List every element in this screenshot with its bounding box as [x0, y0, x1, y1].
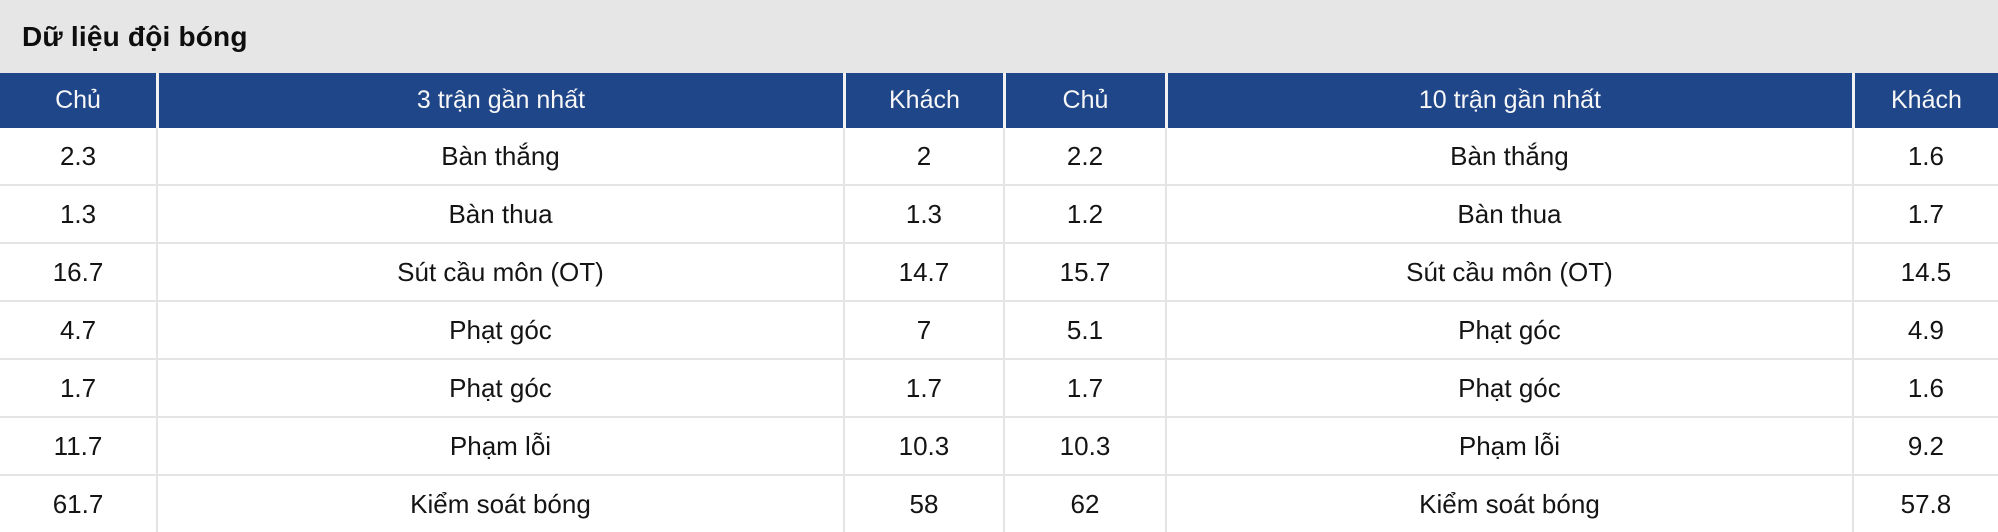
cell-away-last10: 1.6 — [1851, 360, 1998, 416]
table-row: 16.7 Sút cầu môn (OT) 14.7 15.7 Sút cầu … — [0, 244, 1998, 302]
header-home-last10: Chủ — [1002, 73, 1165, 128]
table-row: 2.3 Bàn thắng 2 2.2 Bàn thắng 1.6 — [0, 128, 1998, 186]
cell-stat-last10: Phạm lỗi — [1165, 418, 1852, 474]
header-home-last3: Chủ — [55, 86, 101, 114]
cell-home-last3: 1.3 — [59, 198, 97, 229]
cell-home-last10: 62 — [1002, 476, 1165, 532]
table-row: 1.3 Bàn thua 1.3 1.2 Bàn thua 1.7 — [0, 186, 1998, 244]
cell-away-last3: 58 — [842, 476, 1003, 532]
table-row: 61.7 Kiểm soát bóng 58 62 Kiểm soát bóng… — [0, 476, 1998, 532]
cell-home-last3: 16.7 — [52, 256, 104, 287]
cell-stat-last3: Kiểm soát bóng — [156, 476, 843, 532]
cell-home-last3: 11.7 — [53, 430, 103, 461]
title-bar: Dữ liệu đội bóng — [0, 0, 1998, 73]
cell-stat-last10: Phạt góc — [1165, 360, 1852, 416]
cell-away-last10: 14.5 — [1851, 244, 1998, 300]
cell-home-last10: 10.3 — [1002, 418, 1165, 474]
cell-away-last10: 4.9 — [1851, 302, 1998, 358]
cell-home-last10: 5.1 — [1002, 302, 1165, 358]
cell-stat-last10: Phạt góc — [1165, 302, 1852, 358]
cell-away-last3: 2 — [842, 128, 1003, 184]
cell-home-last10: 15.7 — [1002, 244, 1165, 300]
header-last10-stat: 10 trận gần nhất — [1165, 73, 1852, 128]
cell-stat-last10: Sút cầu môn (OT) — [1165, 244, 1852, 300]
cell-away-last3: 1.3 — [842, 186, 1003, 242]
table-header-row: Chủ 3 trận gần nhất Khách Chủ 10 trận gầ… — [0, 73, 1998, 128]
team-stats-table: Chủ 3 trận gần nhất Khách Chủ 10 trận gầ… — [0, 73, 1998, 532]
cell-stat-last3: Bàn thắng — [156, 128, 843, 184]
header-last3-stat: 3 trận gần nhất — [156, 73, 843, 128]
cell-away-last3: 7 — [842, 302, 1003, 358]
cell-away-last10: 1.6 — [1851, 128, 1998, 184]
table-row: 11.7 Phạm lỗi 10.3 10.3 Phạm lỗi 9.2 — [0, 418, 1998, 476]
cell-stat-last3: Sút cầu môn (OT) — [156, 244, 843, 300]
table-row: 4.7 Phạt góc 7 5.1 Phạt góc 4.9 — [0, 302, 1998, 360]
cell-home-last3: 61.7 — [52, 488, 104, 519]
cell-stat-last10: Bàn thua — [1165, 186, 1852, 242]
cell-home-last10: 1.7 — [1002, 360, 1165, 416]
table-row: 1.7 Phạt góc 1.7 1.7 Phạt góc 1.6 — [0, 360, 1998, 418]
cell-away-last10: 1.7 — [1851, 186, 1998, 242]
table-body: 2.3 Bàn thắng 2 2.2 Bàn thắng 1.6 1.3 Bà… — [0, 128, 1998, 532]
cell-away-last10: 9.2 — [1851, 418, 1998, 474]
cell-home-last3: 1.7 — [59, 372, 97, 403]
cell-stat-last10: Bàn thắng — [1165, 128, 1852, 184]
header-away-last3: Khách — [842, 73, 1003, 128]
cell-away-last3: 1.7 — [842, 360, 1003, 416]
cell-away-last10: 57.8 — [1851, 476, 1998, 532]
cell-stat-last3: Phạt góc — [156, 360, 843, 416]
cell-home-last10: 1.2 — [1002, 186, 1165, 242]
cell-home-last3: 4.7 — [59, 314, 97, 345]
cell-away-last3: 14.7 — [842, 244, 1003, 300]
header-away-last10: Khách — [1851, 73, 1998, 128]
cell-stat-last10: Kiểm soát bóng — [1165, 476, 1852, 532]
cell-home-last10: 2.2 — [1002, 128, 1165, 184]
cell-stat-last3: Phạm lỗi — [156, 418, 843, 474]
page-title: Dữ liệu đội bóng — [22, 20, 248, 52]
cell-home-last3: 2.3 — [59, 140, 97, 171]
cell-stat-last3: Phạt góc — [156, 302, 843, 358]
cell-stat-last3: Bàn thua — [156, 186, 843, 242]
cell-away-last3: 10.3 — [842, 418, 1003, 474]
